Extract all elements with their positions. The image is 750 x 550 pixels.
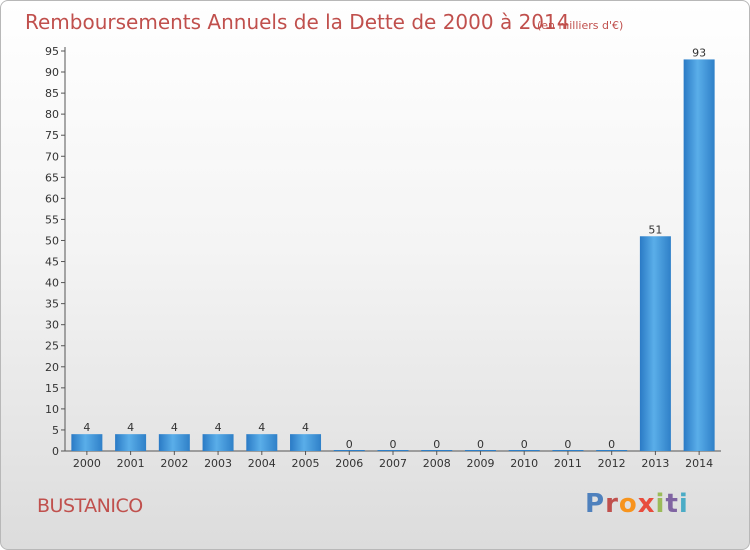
- x-tick-label: 2001: [117, 457, 145, 470]
- y-tick-label: 45: [45, 256, 59, 269]
- logo-letter: i: [655, 489, 666, 519]
- y-tick-label: 20: [45, 361, 59, 374]
- x-tick-label: 2011: [554, 457, 582, 470]
- bar: [290, 434, 322, 451]
- logo-letter: t: [665, 489, 679, 519]
- y-tick-label: 10: [45, 403, 59, 416]
- logo-letter: P: [585, 489, 606, 519]
- data-label: 0: [564, 438, 571, 451]
- bar: [596, 450, 628, 451]
- data-label: 4: [171, 421, 178, 434]
- chart-title: Remboursements Annuels de la Dette de 20…: [25, 10, 569, 34]
- y-tick-label: 85: [45, 87, 59, 100]
- bar: [158, 434, 190, 451]
- proxiti-logo: Proxiti: [585, 489, 689, 519]
- bar: [421, 450, 453, 451]
- y-tick-label: 65: [45, 171, 59, 184]
- y-tick-label: 35: [45, 298, 59, 311]
- logo-letter: o: [618, 489, 638, 519]
- data-label: 51: [648, 223, 662, 236]
- y-tick-label: 60: [45, 192, 59, 205]
- commune-name: BUSTANICO: [37, 495, 143, 517]
- x-tick-label: 2004: [248, 457, 276, 470]
- bar: [333, 450, 365, 451]
- data-label: 0: [390, 438, 397, 451]
- bar: [71, 434, 103, 451]
- bar: [377, 450, 409, 451]
- x-tick-label: 2007: [379, 457, 407, 470]
- data-label: 0: [433, 438, 440, 451]
- bar: [639, 236, 671, 451]
- bar: [246, 434, 278, 451]
- x-tick-label: 2000: [73, 457, 101, 470]
- bar: [202, 434, 234, 451]
- data-label: 4: [302, 421, 309, 434]
- data-label: 4: [127, 421, 134, 434]
- data-label: 0: [346, 438, 353, 451]
- logo-letter: i: [678, 489, 689, 519]
- y-tick-label: 30: [45, 319, 59, 332]
- y-tick-label: 40: [45, 277, 59, 290]
- chart-subtitle: (en milliers d'€): [537, 19, 623, 32]
- data-label: 4: [83, 421, 90, 434]
- y-tick-label: 55: [45, 213, 59, 226]
- logo-letter: r: [605, 489, 619, 519]
- y-tick-label: 75: [45, 129, 59, 142]
- y-tick-label: 50: [45, 234, 59, 247]
- data-label: 0: [521, 438, 528, 451]
- y-tick-label: 70: [45, 150, 59, 163]
- data-label: 93: [692, 46, 706, 59]
- data-label: 0: [477, 438, 484, 451]
- x-tick-label: 2006: [335, 457, 363, 470]
- logo-letter: x: [637, 489, 656, 519]
- y-tick-label: 0: [52, 445, 59, 458]
- x-tick-label: 2009: [466, 457, 494, 470]
- x-tick-label: 2014: [685, 457, 713, 470]
- y-tick-label: 80: [45, 108, 59, 121]
- y-tick-label: 15: [45, 382, 59, 395]
- data-label: 4: [258, 421, 265, 434]
- x-tick-label: 2012: [598, 457, 626, 470]
- x-tick-label: 2003: [204, 457, 232, 470]
- y-tick-label: 95: [45, 45, 59, 58]
- y-tick-label: 5: [52, 424, 59, 437]
- y-tick-label: 25: [45, 340, 59, 353]
- x-tick-label: 2010: [510, 457, 538, 470]
- bar: [508, 450, 540, 451]
- data-label: 4: [215, 421, 222, 434]
- x-tick-label: 2005: [292, 457, 320, 470]
- data-label: 0: [608, 438, 615, 451]
- y-tick-label: 90: [45, 66, 59, 79]
- x-tick-label: 2002: [160, 457, 188, 470]
- axes: 0510152025303540455055606570758085909520…: [45, 45, 721, 470]
- bar: [464, 450, 496, 451]
- bar: [115, 434, 147, 451]
- x-tick-label: 2013: [641, 457, 669, 470]
- bar: [683, 59, 715, 451]
- x-tick-label: 2008: [423, 457, 451, 470]
- bars: 4 4 4 4 4 4 0 0 0 0 0 0 0 51 93: [71, 46, 715, 451]
- bar: [552, 450, 584, 451]
